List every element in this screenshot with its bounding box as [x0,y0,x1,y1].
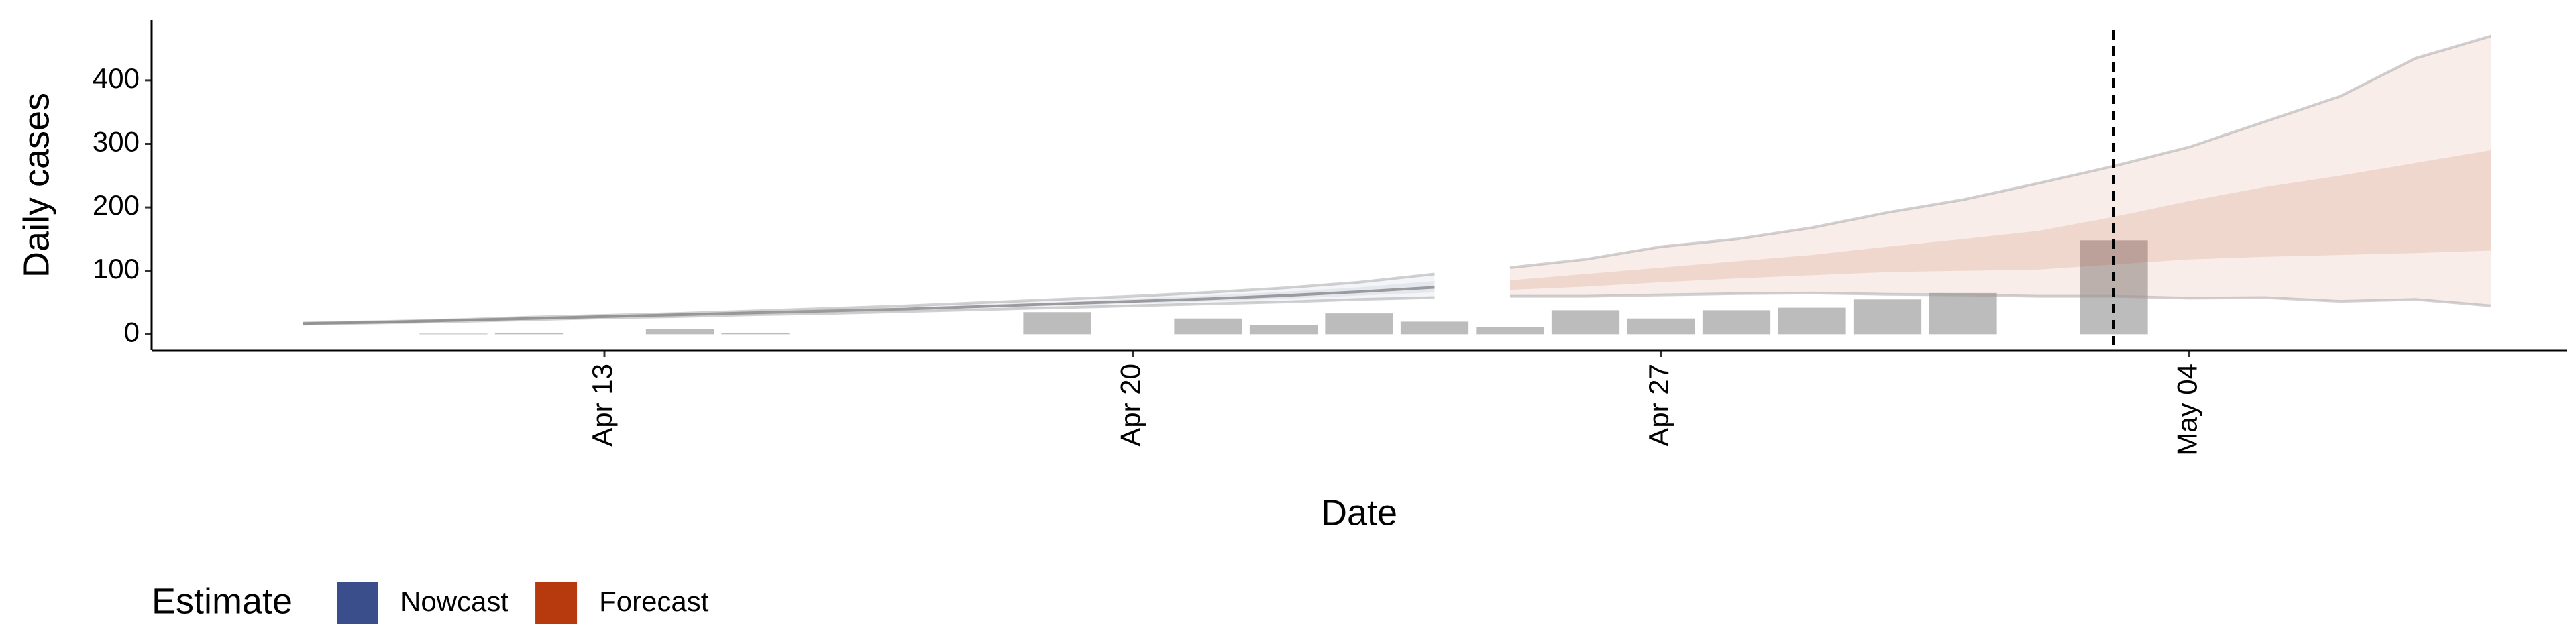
bar [1476,326,1544,335]
legend-swatch [535,582,578,624]
y-tick-label: 300 [93,126,140,158]
legend-title: Estimate [152,581,292,621]
y-tick-label: 100 [93,253,140,284]
bar [1249,325,1318,335]
bar [721,333,790,335]
bar [1325,313,1393,335]
bar [645,329,714,335]
bar [1778,307,1846,335]
band-90 [1510,36,2491,306]
bar [1929,292,1997,335]
legend-label: Nowcast [400,586,508,617]
bar [419,333,488,335]
band-edge [1510,291,2491,307]
bar [1174,318,1242,335]
x-tick-label: Apr 20 [1115,364,1146,447]
band-edge [1509,34,2492,269]
bar [1627,318,1695,335]
bar [1400,321,1469,335]
y-tick-label: 0 [124,316,140,347]
bar [1551,310,1620,335]
x-axis-title: Date [1321,492,1397,533]
bar [1702,310,1771,335]
band-50 [1510,150,2491,290]
x-tick-label: May 04 [2171,364,2203,456]
legend-swatch [337,582,378,624]
bar [494,333,564,335]
x-tick-label: Apr 27 [1643,364,1674,447]
bar [1023,312,1091,335]
bar [1853,299,1922,335]
y-tick-label: 200 [93,189,140,221]
x-tick-label: Apr 13 [586,364,618,447]
legend-label: Forecast [599,586,709,617]
median-line [302,286,1435,325]
y-axis-title: Daily cases [16,93,56,278]
y-tick-label: 400 [93,62,140,94]
